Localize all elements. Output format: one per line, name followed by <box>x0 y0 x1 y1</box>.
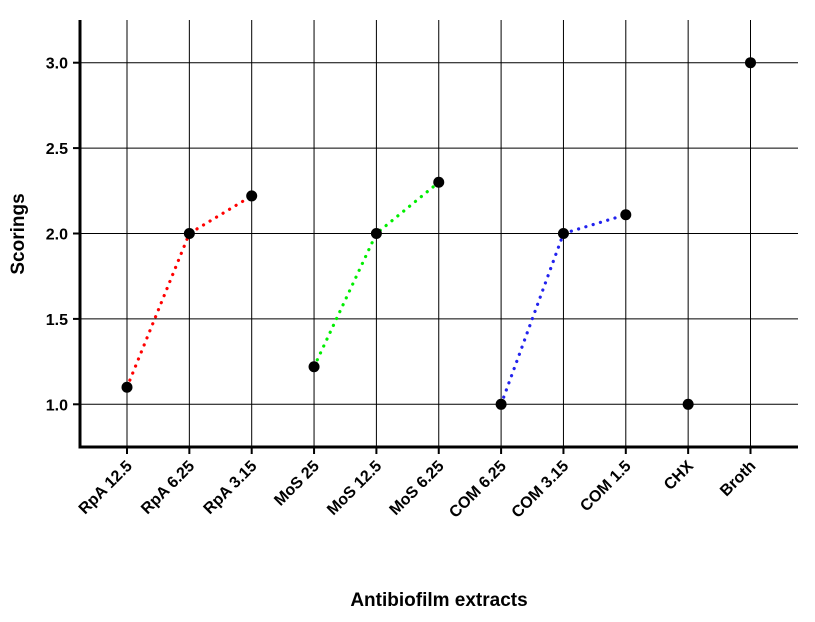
x-tick-label: MoS 25 <box>271 458 323 510</box>
y-tick-label: 2.0 <box>46 227 68 244</box>
data-point <box>557 228 569 239</box>
x-tick-label: CHX <box>661 458 697 494</box>
data-point <box>370 228 382 239</box>
x-tick-label: MoS 6.25 <box>387 458 448 519</box>
x-tick-label: RpA 12.5 <box>76 458 136 518</box>
data-points <box>121 57 756 410</box>
data-point <box>121 381 133 393</box>
data-point <box>183 228 195 239</box>
x-tick-label: RpA 6.25 <box>138 458 198 518</box>
data-point <box>246 190 258 202</box>
data-point <box>682 398 694 410</box>
x-axis-title: Antibiofilm extracts <box>350 590 527 611</box>
y-tick-label: 2.5 <box>46 141 68 158</box>
data-point <box>433 176 445 188</box>
data-point <box>495 398 507 410</box>
data-point <box>745 57 756 69</box>
data-point <box>620 209 632 221</box>
x-tick-label: COM 1.5 <box>577 458 634 515</box>
x-tick-label: RpA 3.15 <box>201 458 261 518</box>
y-axis-title: Scorings <box>8 193 29 274</box>
data-point <box>308 361 320 373</box>
x-tick-label: Broth <box>717 458 759 500</box>
x-tick-label: COM 3.15 <box>509 458 573 522</box>
y-ticks: 1.0 1.5 2.0 2.5 3.0 <box>46 56 80 414</box>
y-tick-label: 1.5 <box>46 312 68 329</box>
x-ticks: RpA 12.5 RpA 6.25 RpA 3.15 MoS 25 MoS 12.5 Mo… <box>76 447 759 522</box>
x-tick-label: COM 6.25 <box>446 458 510 522</box>
x-tick-label: MoS 12.5 <box>324 458 385 519</box>
y-tick-label: 1.0 <box>46 397 68 414</box>
y-tick-label: 3.0 <box>46 56 68 73</box>
